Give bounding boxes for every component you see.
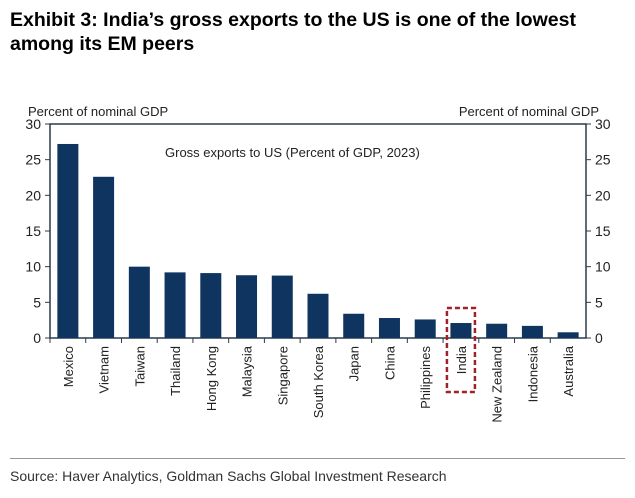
x-tick-label: Vietnam (97, 346, 112, 393)
bar-australia (557, 332, 579, 338)
y-tick-label-right: 20 (595, 187, 611, 203)
y-axis-label-left: Percent of nominal GDP (28, 104, 168, 119)
y-tick-label-left: 0 (33, 330, 41, 346)
y-tick-label-right: 0 (595, 330, 603, 346)
x-tick-label: China (382, 345, 397, 380)
y-tick-label-left: 20 (25, 187, 41, 203)
y-tick-label-left: 10 (25, 259, 41, 275)
bar-malaysia (236, 275, 258, 338)
x-tick-label: Malaysia (240, 345, 255, 397)
divider (10, 458, 625, 459)
y-tick-label-right: 25 (595, 152, 611, 168)
x-tick-label: Taiwan (132, 346, 147, 386)
bar-south-korea (307, 293, 329, 338)
bar-china (378, 318, 400, 338)
y-tick-label-left: 5 (33, 294, 41, 310)
y-tick-label-right: 5 (595, 294, 603, 310)
chart-title: Exhibit 3: India’s gross exports to the … (10, 9, 576, 55)
bar-vietnam (93, 176, 115, 338)
bar-india (450, 323, 472, 338)
bar-thailand (164, 272, 186, 338)
x-tick-label: Hong Kong (204, 346, 219, 411)
x-tick-label: Japan (347, 346, 362, 381)
y-tick-label-left: 25 (25, 152, 41, 168)
y-tick-label-left: 30 (25, 116, 41, 132)
x-tick-label: Philippines (418, 346, 433, 409)
x-tick-label: Mexico (61, 346, 76, 387)
chart-subtitle: Gross exports to US (Percent of GDP, 202… (165, 145, 420, 160)
y-tick-label-left: 15 (25, 223, 41, 239)
source-note: Source: Haver Analytics, Goldman Sachs G… (10, 468, 447, 484)
y-tick-label-right: 10 (595, 259, 611, 275)
bar-mexico (57, 143, 79, 338)
y-axis-label-right: Percent of nominal GDP (459, 104, 599, 119)
bar-japan (343, 313, 365, 338)
bar-taiwan (128, 266, 150, 338)
bar-new-zealand (486, 323, 508, 338)
y-tick-label-right: 15 (595, 223, 611, 239)
x-tick-label: India (454, 345, 469, 374)
y-tick-label-right: 30 (595, 116, 611, 132)
bar-philippines (414, 319, 436, 338)
x-tick-label: Thailand (168, 346, 183, 396)
x-tick-label: New Zealand (490, 346, 505, 423)
bar-hong-kong (200, 273, 222, 338)
x-tick-label: South Korea (311, 345, 326, 418)
x-tick-label: Indonesia (525, 345, 540, 402)
x-tick-label: Australia (561, 345, 576, 396)
x-tick-label: Singapore (275, 346, 290, 405)
bar-singapore (271, 275, 293, 338)
bar-indonesia (521, 325, 543, 338)
